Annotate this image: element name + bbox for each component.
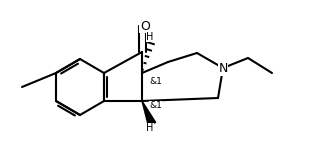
Text: N: N <box>218 62 228 76</box>
Text: H: H <box>146 123 154 133</box>
Polygon shape <box>142 101 156 126</box>
Text: &1: &1 <box>149 101 162 111</box>
Text: O: O <box>140 19 150 32</box>
Text: &1: &1 <box>149 76 162 86</box>
Text: H: H <box>146 32 154 42</box>
